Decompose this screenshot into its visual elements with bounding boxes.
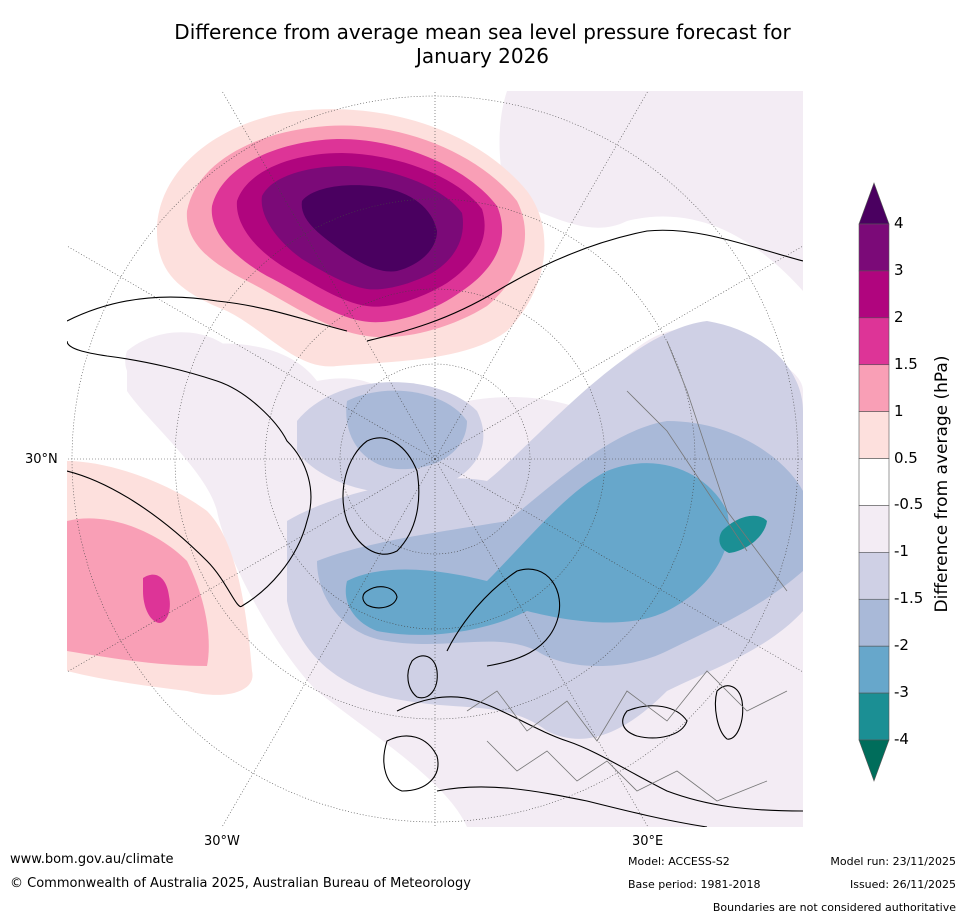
national-borders-europe	[466, 340, 788, 802]
title-line-2: January 2026	[415, 44, 550, 68]
title-line-1: Difference from average mean sea level p…	[174, 20, 791, 44]
coastline-siberia	[366, 229, 803, 342]
coastline-mediterranean	[436, 786, 708, 827]
colorbar-tick-label: 0.5	[894, 448, 918, 467]
anomaly-region-pos4-north	[301, 185, 437, 272]
chart-title: Difference from average mean sea level p…	[0, 20, 965, 68]
coastline-greenland	[342, 437, 420, 555]
colorbar-tick-label: -2	[894, 636, 909, 655]
website-link[interactable]: www.bom.gov.au/climate	[10, 852, 174, 867]
colorbar-label: Difference from average (hPa)	[932, 355, 952, 613]
coastline-black-sea	[622, 705, 688, 739]
issued-date: Issued: 26/11/2025	[849, 878, 956, 891]
model-name: Model: ACCESS-S2	[628, 855, 730, 868]
coastline-europe	[396, 696, 803, 812]
colorbar-tick-label: -4	[894, 730, 909, 748]
coastline-north-america	[67, 340, 312, 607]
colorbar-segment	[858, 364, 890, 412]
colorbar-extend-top	[858, 182, 890, 225]
coastline-scandinavia	[446, 568, 561, 667]
colorbar-tick-label: 1.5	[894, 354, 918, 373]
colorbar-segment	[858, 317, 890, 366]
colorbar-tick-label: -1	[894, 542, 909, 561]
anomaly-region-minus1-5-arctic	[346, 390, 467, 470]
coastline-alaska	[67, 296, 348, 332]
colorbar-segment	[858, 645, 890, 694]
colorbar-segment	[858, 270, 890, 319]
colorbar-extend-bottom	[858, 739, 890, 782]
colorbar-segment	[858, 223, 890, 272]
colorbar-segment	[858, 411, 890, 459]
colorbar-tick-label: -3	[894, 683, 909, 702]
colorbar-tick-label: 3	[894, 260, 904, 279]
colorbar-tick-label: 1	[894, 401, 904, 420]
colorbar-segment	[858, 552, 890, 600]
coastline-iberia	[383, 735, 439, 792]
copyright-text: © Commonwealth of Australia 2025, Austra…	[10, 876, 471, 891]
anomaly-region-pos1-5-south	[143, 574, 170, 623]
base-period: Base period: 1981-2018	[628, 878, 761, 891]
boundary-disclaimer: Boundaries are not considered authoritat…	[712, 901, 956, 914]
colorbar-segment	[858, 598, 890, 647]
coastline-british-isles	[407, 655, 438, 699]
colorbar-segment	[858, 692, 890, 741]
colorbar-tick-label: -0.5	[894, 495, 924, 514]
longitude-label-30w: 30°W	[204, 834, 240, 849]
colorbar-tick-label: 2	[894, 307, 904, 326]
colorbar-tick-label: -1.5	[894, 589, 924, 608]
anomaly-region-minus2-europe	[345, 463, 729, 635]
pressure-anomaly-map[interactable]	[67, 91, 803, 827]
longitude-label-30e: 30°E	[632, 834, 664, 849]
anomaly-region-pos1-south	[67, 518, 209, 666]
model-run-date: Model run: 23/11/2025	[830, 855, 956, 868]
coastline-iceland	[362, 586, 398, 609]
colorbar-tick-label: 4	[894, 214, 904, 232]
anomaly-region-minus3-russia	[719, 515, 767, 553]
coastline-caspian	[714, 685, 744, 740]
colorbar-segment	[858, 458, 890, 506]
anomaly-region-light-west	[125, 332, 233, 387]
colorbar	[858, 182, 890, 782]
colorbar-segment	[858, 505, 890, 553]
latitude-label-30n: 30°N	[25, 452, 58, 467]
anomaly-region-light-top	[499, 91, 803, 291]
